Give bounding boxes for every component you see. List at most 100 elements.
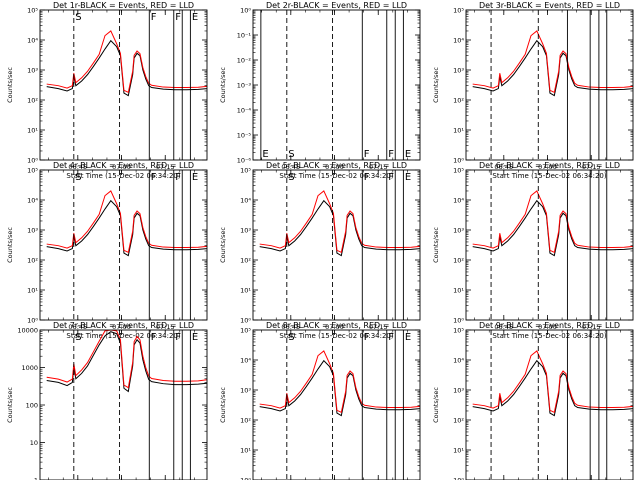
- plot-frame: [465, 329, 634, 480]
- y-tick-label: 10⁴: [27, 197, 38, 205]
- y-tick-label: 10⁴: [453, 357, 464, 365]
- y-tick-label: 10⁵: [453, 327, 464, 335]
- x-tick-label: 06:45: [494, 323, 513, 331]
- y-axis-label: Counts/sec: [219, 67, 227, 103]
- y-tick-label: 10³: [27, 67, 38, 75]
- panel-det-9: Det 9r-BLACK = Events, RED = LLD 10⁰ 10¹ 10…: [432, 321, 634, 480]
- plot-frame: [252, 9, 421, 161]
- y-axis-label: Counts/sec: [432, 387, 440, 423]
- x-tick-label: 07:00: [112, 323, 131, 331]
- y-tick-label: 10³: [240, 227, 251, 235]
- x-tick-label: 07:15: [369, 323, 388, 331]
- y-tick-label: 10⁴: [240, 197, 251, 205]
- y-tick-label: 1000: [21, 364, 38, 372]
- y-axis-label: Counts/sec: [6, 227, 14, 263]
- x-tick-label: 07:00: [325, 323, 344, 331]
- y-tick-label: 10⁵: [453, 167, 464, 175]
- marker-label: F: [175, 332, 181, 343]
- marker-label: E: [405, 332, 411, 343]
- y-tick-label: 10²: [453, 417, 464, 425]
- marker-label: E: [405, 149, 411, 160]
- series-lld-line: [472, 350, 633, 414]
- x-axis-label: Start Time (15-Dec-02 06:34:20): [492, 172, 606, 180]
- panel-title: Det 5r-BLACK = Events, RED = LLD: [266, 161, 407, 170]
- marker-label: F: [364, 149, 370, 160]
- y-tick-label: 10⁻⁴: [237, 107, 252, 115]
- marker-label: S: [75, 12, 81, 23]
- series-lld-line: [46, 30, 207, 94]
- y-tick-label: 10³: [240, 387, 251, 395]
- y-tick-label: 10²: [240, 417, 251, 425]
- y-tick-label: 10: [30, 439, 38, 447]
- y-tick-label: 10¹: [27, 287, 38, 295]
- marker-label: E: [192, 172, 198, 183]
- x-tick-label: 07:00: [538, 323, 557, 331]
- x-tick-label: 07:15: [582, 323, 601, 331]
- plot-frame: [465, 9, 634, 161]
- x-tick-label: 07:00: [325, 163, 344, 171]
- series-lld-line: [472, 190, 633, 254]
- x-axis-label: Start Time (15-Dec-02 06:34:20): [66, 332, 180, 340]
- plot-frame: [39, 169, 208, 321]
- y-tick-label: 10¹: [240, 447, 251, 455]
- x-tick-label: 07:00: [112, 163, 131, 171]
- marker-label: E: [405, 172, 411, 183]
- y-axis-label: Counts/sec: [432, 67, 440, 103]
- marker-label: E: [192, 12, 198, 23]
- y-tick-label: 10³: [27, 227, 38, 235]
- y-tick-label: 10⁰: [27, 157, 38, 165]
- marker-label: F: [388, 172, 394, 183]
- panel-title: Det 1r-BLACK = Events, RED = LLD: [53, 1, 194, 10]
- plot-frame: [252, 169, 421, 321]
- y-axis-label: Counts/sec: [219, 387, 227, 423]
- y-tick-label: 10000: [17, 327, 38, 335]
- y-tick-label: 10⁻²: [237, 57, 252, 65]
- x-tick-label: 06:45: [68, 323, 87, 331]
- marker-label: F: [364, 172, 370, 183]
- panel-det-4: Det 4r-BLACK = Events, RED = LLD 10⁰ 10¹ 10…: [6, 161, 208, 340]
- series-lld-line: [46, 190, 207, 254]
- y-tick-label: 1: [34, 477, 38, 480]
- panel-det-3: Det 3r-BLACK = Events, RED = LLD 10⁰ 10¹ 10…: [432, 1, 634, 180]
- y-tick-label: 10¹: [453, 287, 464, 295]
- series-lld-line: [259, 350, 420, 414]
- y-tick-label: 10²: [27, 97, 38, 105]
- panel-title: Det 7r-BLACK = Events, RED = LLD: [53, 321, 194, 330]
- y-tick-label: 10²: [453, 97, 464, 105]
- panel-title: Det 8r-BLACK = Events, RED = LLD: [266, 321, 407, 330]
- x-tick-label: 06:45: [281, 163, 300, 171]
- x-axis-label: Start Time (15-Dec-02 06:34:20): [279, 332, 393, 340]
- y-tick-label: 10¹: [453, 127, 464, 135]
- marker-label: E: [192, 332, 198, 343]
- x-tick-label: 07:15: [582, 163, 601, 171]
- x-tick-label: 07:15: [156, 323, 175, 331]
- y-tick-label: 10⁻⁵: [237, 132, 252, 140]
- y-axis-label: Counts/sec: [432, 227, 440, 263]
- y-tick-label: 10⁰: [453, 317, 464, 325]
- y-tick-label: 10¹: [453, 447, 464, 455]
- panel-title: Det 3r-BLACK = Events, RED = LLD: [479, 1, 620, 10]
- marker-label: S: [288, 172, 294, 183]
- marker-label: F: [175, 12, 181, 23]
- marker-label: F: [151, 172, 157, 183]
- y-tick-label: 10⁰: [240, 7, 251, 15]
- x-axis-label: Start Time (15-Dec-02 06:34:20): [279, 172, 393, 180]
- marker-label: F: [364, 332, 370, 343]
- plot-frame: [465, 169, 634, 321]
- y-tick-label: 10⁴: [27, 37, 38, 45]
- x-axis-label: Start Time (15-Dec-02 06:34:20): [492, 332, 606, 340]
- x-axis-label: Start Time (15-Dec-02 06:34:20): [66, 172, 180, 180]
- y-tick-label: 10⁻¹: [237, 32, 252, 40]
- y-tick-label: 10⁴: [453, 197, 464, 205]
- panel-det-7: Det 7r-BLACK = Events, RED = LLD 1 10 100 10…: [6, 321, 208, 480]
- y-tick-label: 10³: [453, 67, 464, 75]
- panel-det-1: Det 1r-BLACK = Events, RED = LLD 10⁰ 10¹ 10…: [6, 1, 208, 180]
- y-tick-label: 10⁴: [240, 357, 251, 365]
- y-tick-label: 10⁻³: [237, 82, 252, 90]
- y-tick-label: 10¹: [27, 127, 38, 135]
- y-tick-label: 10²: [27, 257, 38, 265]
- x-tick-label: 06:45: [68, 163, 87, 171]
- marker-label: F: [388, 332, 394, 343]
